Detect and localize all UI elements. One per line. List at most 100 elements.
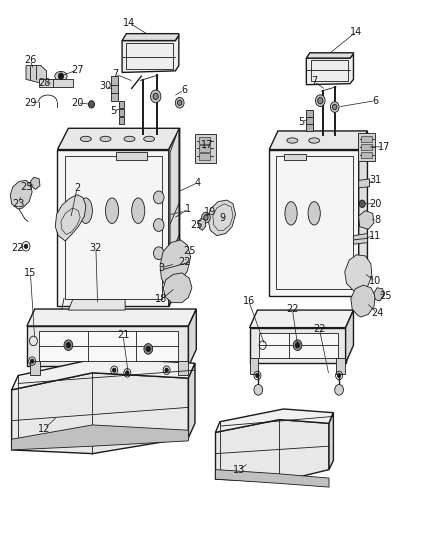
Polygon shape (39, 332, 177, 361)
Ellipse shape (144, 136, 155, 142)
Polygon shape (361, 152, 372, 158)
Polygon shape (30, 177, 40, 189)
Polygon shape (353, 233, 367, 244)
Ellipse shape (309, 138, 320, 143)
Text: 6: 6 (372, 95, 378, 106)
Polygon shape (345, 255, 372, 292)
Text: 1: 1 (185, 204, 191, 214)
Polygon shape (111, 76, 118, 85)
Polygon shape (170, 128, 179, 300)
Polygon shape (329, 413, 333, 470)
Polygon shape (306, 117, 313, 124)
Text: 25: 25 (183, 246, 195, 255)
Text: 32: 32 (90, 243, 102, 253)
Circle shape (330, 102, 339, 112)
Text: 16: 16 (243, 296, 255, 306)
Polygon shape (208, 200, 236, 236)
Circle shape (318, 98, 323, 104)
Circle shape (332, 104, 337, 110)
Text: 5: 5 (110, 106, 117, 116)
Circle shape (256, 373, 259, 377)
Ellipse shape (132, 198, 145, 223)
Circle shape (254, 384, 263, 395)
Circle shape (315, 95, 325, 107)
Polygon shape (188, 364, 195, 438)
Polygon shape (57, 150, 169, 306)
Text: 22: 22 (11, 243, 24, 253)
Polygon shape (361, 136, 372, 142)
Text: 25: 25 (380, 290, 392, 301)
Text: 22: 22 (313, 324, 326, 334)
Polygon shape (215, 470, 329, 487)
Polygon shape (215, 409, 333, 432)
Text: 11: 11 (369, 231, 381, 241)
Polygon shape (306, 53, 353, 58)
Polygon shape (269, 150, 359, 296)
Text: 2: 2 (74, 183, 80, 193)
Circle shape (126, 370, 129, 375)
Polygon shape (198, 219, 206, 230)
Circle shape (153, 93, 158, 100)
Circle shape (359, 200, 365, 207)
Polygon shape (195, 134, 215, 163)
Text: 26: 26 (24, 55, 36, 65)
Polygon shape (119, 117, 124, 124)
Text: 12: 12 (38, 424, 50, 434)
Text: 24: 24 (371, 308, 383, 318)
Polygon shape (199, 146, 210, 152)
Polygon shape (284, 154, 306, 160)
Circle shape (295, 343, 300, 348)
Text: 6: 6 (181, 85, 187, 95)
Text: 21: 21 (117, 329, 129, 340)
Polygon shape (111, 92, 118, 101)
Ellipse shape (285, 201, 297, 225)
Polygon shape (29, 361, 40, 375)
Polygon shape (68, 300, 125, 310)
Ellipse shape (55, 71, 67, 81)
Text: 7: 7 (311, 77, 317, 86)
Text: 20: 20 (71, 98, 83, 108)
Polygon shape (199, 138, 210, 144)
Polygon shape (359, 131, 367, 296)
Polygon shape (250, 310, 353, 328)
Text: 20: 20 (369, 199, 381, 209)
Polygon shape (163, 273, 192, 303)
Text: 28: 28 (38, 78, 50, 88)
Text: 25: 25 (21, 182, 33, 192)
Circle shape (144, 344, 152, 354)
Polygon shape (269, 131, 367, 150)
Circle shape (337, 373, 341, 377)
Polygon shape (188, 309, 196, 367)
Text: 31: 31 (369, 175, 381, 185)
Circle shape (153, 219, 164, 231)
Polygon shape (119, 101, 124, 108)
Circle shape (30, 359, 34, 364)
Circle shape (113, 368, 116, 372)
Text: 25: 25 (190, 220, 202, 230)
Circle shape (153, 191, 164, 204)
Text: 5: 5 (298, 117, 304, 127)
Circle shape (66, 343, 71, 348)
Polygon shape (358, 133, 375, 161)
Text: 18: 18 (155, 294, 167, 304)
Circle shape (201, 212, 210, 223)
Polygon shape (119, 109, 124, 116)
Text: 15: 15 (24, 268, 36, 278)
Circle shape (58, 73, 64, 79)
Ellipse shape (81, 136, 91, 142)
Polygon shape (306, 110, 313, 117)
Text: 10: 10 (369, 277, 381, 286)
Text: 27: 27 (71, 65, 83, 75)
Polygon shape (111, 84, 118, 93)
Polygon shape (11, 180, 32, 209)
Circle shape (335, 384, 343, 395)
Polygon shape (250, 328, 346, 364)
Polygon shape (250, 358, 258, 374)
Polygon shape (374, 288, 384, 301)
Circle shape (177, 100, 182, 106)
Circle shape (150, 90, 161, 103)
Ellipse shape (106, 198, 119, 223)
Polygon shape (55, 195, 86, 241)
Polygon shape (259, 333, 338, 358)
Polygon shape (57, 128, 180, 150)
